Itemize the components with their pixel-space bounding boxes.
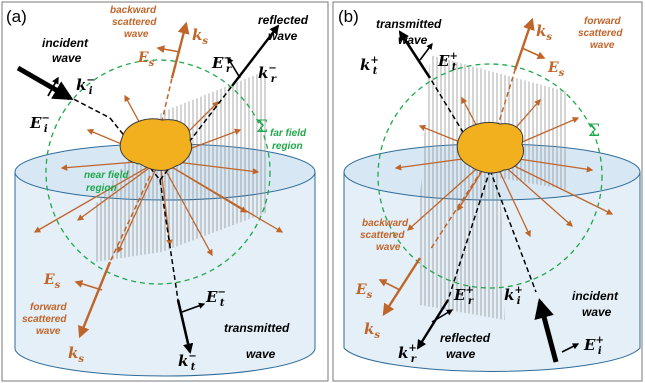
backward-ks-arrow-b [382, 257, 422, 317]
panel-a-tag: (a) [6, 7, 27, 26]
panel-b-tag: (b) [338, 7, 359, 26]
reflected-label-a: reflected wave [258, 13, 311, 43]
transmitted-ray-a [159, 179, 179, 301]
backward-ks-arrow-a [170, 21, 190, 79]
sigma-symbol-b: Σ [588, 121, 600, 141]
backward-es-arrow-b [378, 279, 401, 291]
particle-b [456, 122, 524, 174]
backward-label-b: backward scattered wave [360, 218, 411, 253]
transmitted-e-arrow-b [419, 42, 433, 61]
reflected-ray-b [447, 169, 491, 301]
far-field-boundary-a [45, 59, 271, 285]
forward-ks-arrow-a [78, 261, 112, 339]
incident-k-arrow-b [534, 298, 559, 363]
panel-a: (a) incident wave k− i E− i backward scatt… [1, 1, 329, 382]
k-reflected-symbol-a: k− r [258, 63, 277, 85]
plane-of-incidence-b [420, 55, 568, 320]
far-field-boundary-b [377, 63, 603, 289]
transmitted-k-arrow-b [398, 30, 432, 79]
e-incident-symbol-a: E− i [29, 113, 50, 135]
e-transmitted-symbol-b: E+ t [437, 51, 458, 73]
incident-e-arrow-b [561, 343, 580, 353]
ks-symbol-a: ks [192, 26, 208, 47]
backward-label-a: backward scattered wave [110, 5, 159, 40]
reflected-k-arrow-b [416, 299, 450, 350]
k-incident-symbol-a: k− i [76, 75, 95, 97]
e-reflected-symbol-a: E− r [211, 53, 232, 75]
panel-b-border [332, 1, 643, 382]
reflected-e-arrow-b [431, 309, 454, 323]
es-symbol-a: Es [137, 50, 155, 69]
incident-k-arrow-a [16, 65, 74, 101]
k-incident-symbol-b: k+ i [504, 285, 523, 307]
panel-b: (b) transmitted wave k+ t E+ t ks Es forwa… [332, 1, 643, 382]
far-field-label-a: far field region [270, 128, 309, 152]
ks-lower-symbol-a: ks [68, 344, 84, 365]
forward-es-arrow-a [74, 280, 103, 291]
ks-lower-symbol-b: ks [364, 320, 380, 341]
forward-es-arrow-b [521, 47, 546, 59]
near-field-label-a: near field region [84, 170, 131, 194]
transmitted-label-a: transmitted wave [224, 321, 293, 361]
incident-label-a: incident wave [42, 36, 91, 65]
incident-ray2-a [109, 117, 161, 181]
es-symbol-b: Es [547, 60, 565, 79]
e-incident-symbol-b: E+ i [583, 335, 604, 357]
forward-ks-arrow-b [513, 17, 535, 71]
particle-a [119, 118, 192, 171]
transmitted-k-arrow-a [176, 299, 194, 355]
forward-label-b: forward scattered wave [578, 16, 625, 51]
reflected-e-arrow-a [227, 56, 241, 79]
backward-es-arrow-a [156, 45, 181, 54]
forward-label-a: forward scattered wave [22, 302, 69, 337]
k-transmitted-symbol-b: k+ t [360, 55, 379, 77]
transmitted-label-b: transmitted wave [376, 17, 445, 47]
ks-symbol-b: ks [536, 22, 552, 43]
incident-ray-b [489, 169, 537, 293]
transmitted-e-arrow-a [181, 302, 206, 313]
incident-e-arrow-a [47, 76, 59, 97]
incident-label-b: incident wave [572, 289, 621, 319]
panel-a-border [1, 1, 329, 382]
k-reflected-symbol-b: k+ r [398, 343, 417, 365]
k-transmitted-symbol-a: k− t [178, 351, 197, 373]
sigma-symbol-a: Σ [256, 117, 268, 137]
reflected-label-b: reflected wave [440, 331, 493, 361]
e-transmitted-symbol-a: E− t [205, 287, 226, 309]
plane-of-incidence-a [95, 70, 268, 262]
e-reflected-symbol-b: E+ r [453, 285, 474, 307]
es-lower-symbol-b: Es [355, 282, 373, 301]
es-lower-symbol-a: Es [43, 272, 61, 291]
